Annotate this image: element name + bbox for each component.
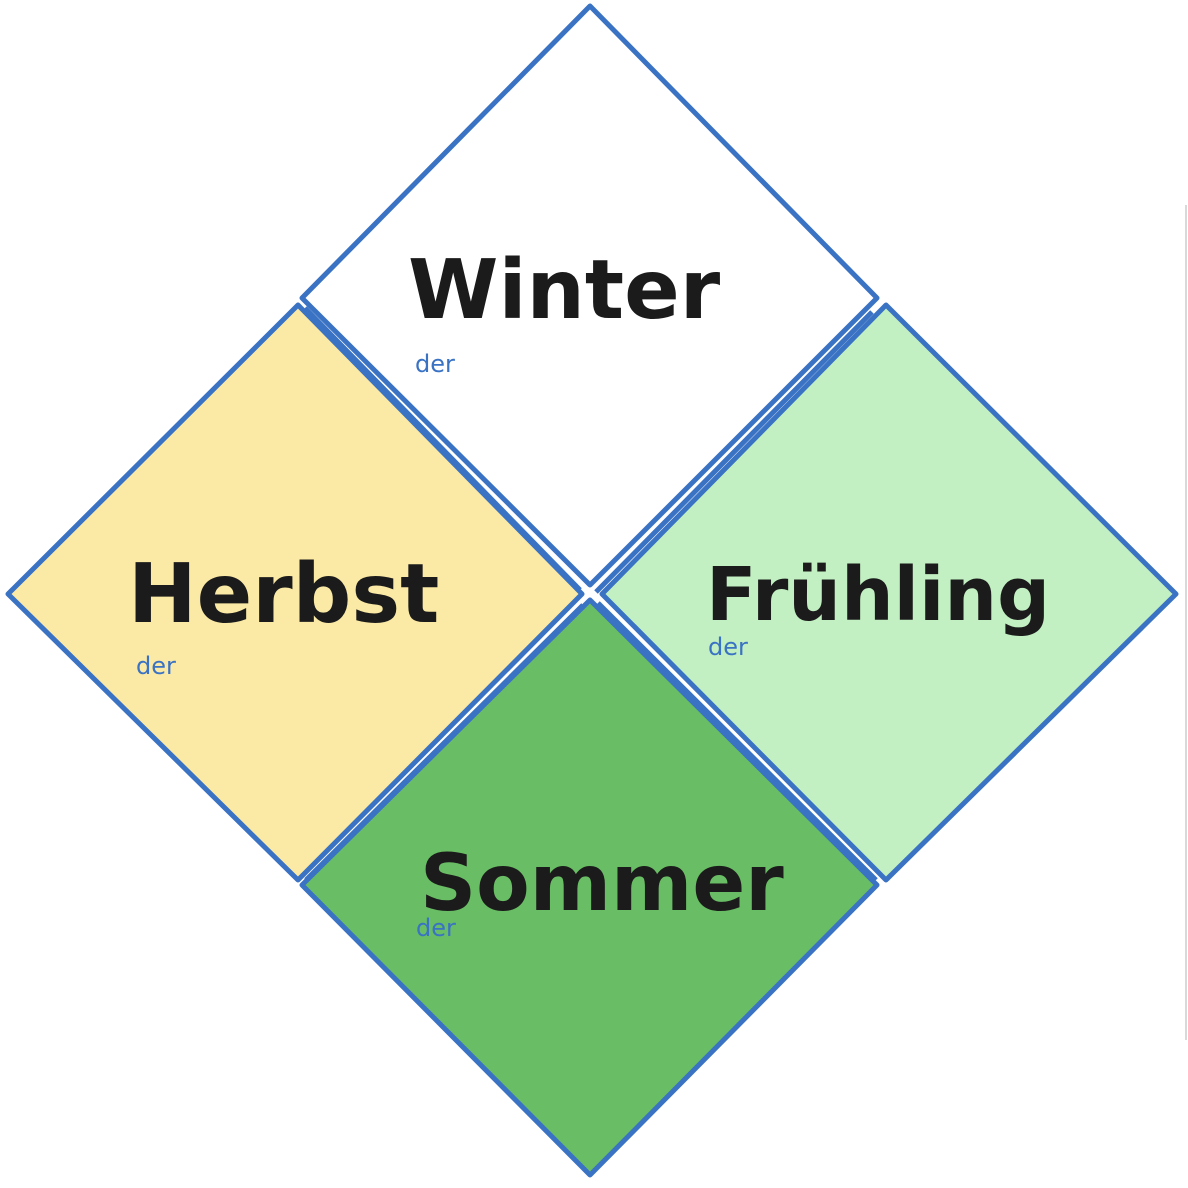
winter-diamond [299, 3, 880, 588]
edge-winter-spring [594, 310, 874, 594]
autumn-word: Herbst [128, 547, 439, 642]
spring-word: Frühling [706, 552, 1050, 638]
autumn-tile: Herbst der [5, 302, 585, 883]
winter-word: Winter [408, 243, 721, 338]
spring-tile: Frühling der [599, 302, 1179, 883]
edge-autumn-summer [304, 603, 585, 882]
inner-edges [303, 306, 878, 882]
edge-winter-autumn [303, 306, 582, 592]
winter-article: der [415, 350, 455, 378]
summer-word: Sommer [420, 839, 784, 929]
winter-tile: Winter der [299, 3, 880, 588]
summer-article: der [416, 914, 456, 942]
autumn-article: der [136, 652, 176, 680]
spring-diamond [599, 302, 1179, 883]
edge-spring-summer [596, 601, 878, 882]
spring-article: der [708, 633, 748, 661]
